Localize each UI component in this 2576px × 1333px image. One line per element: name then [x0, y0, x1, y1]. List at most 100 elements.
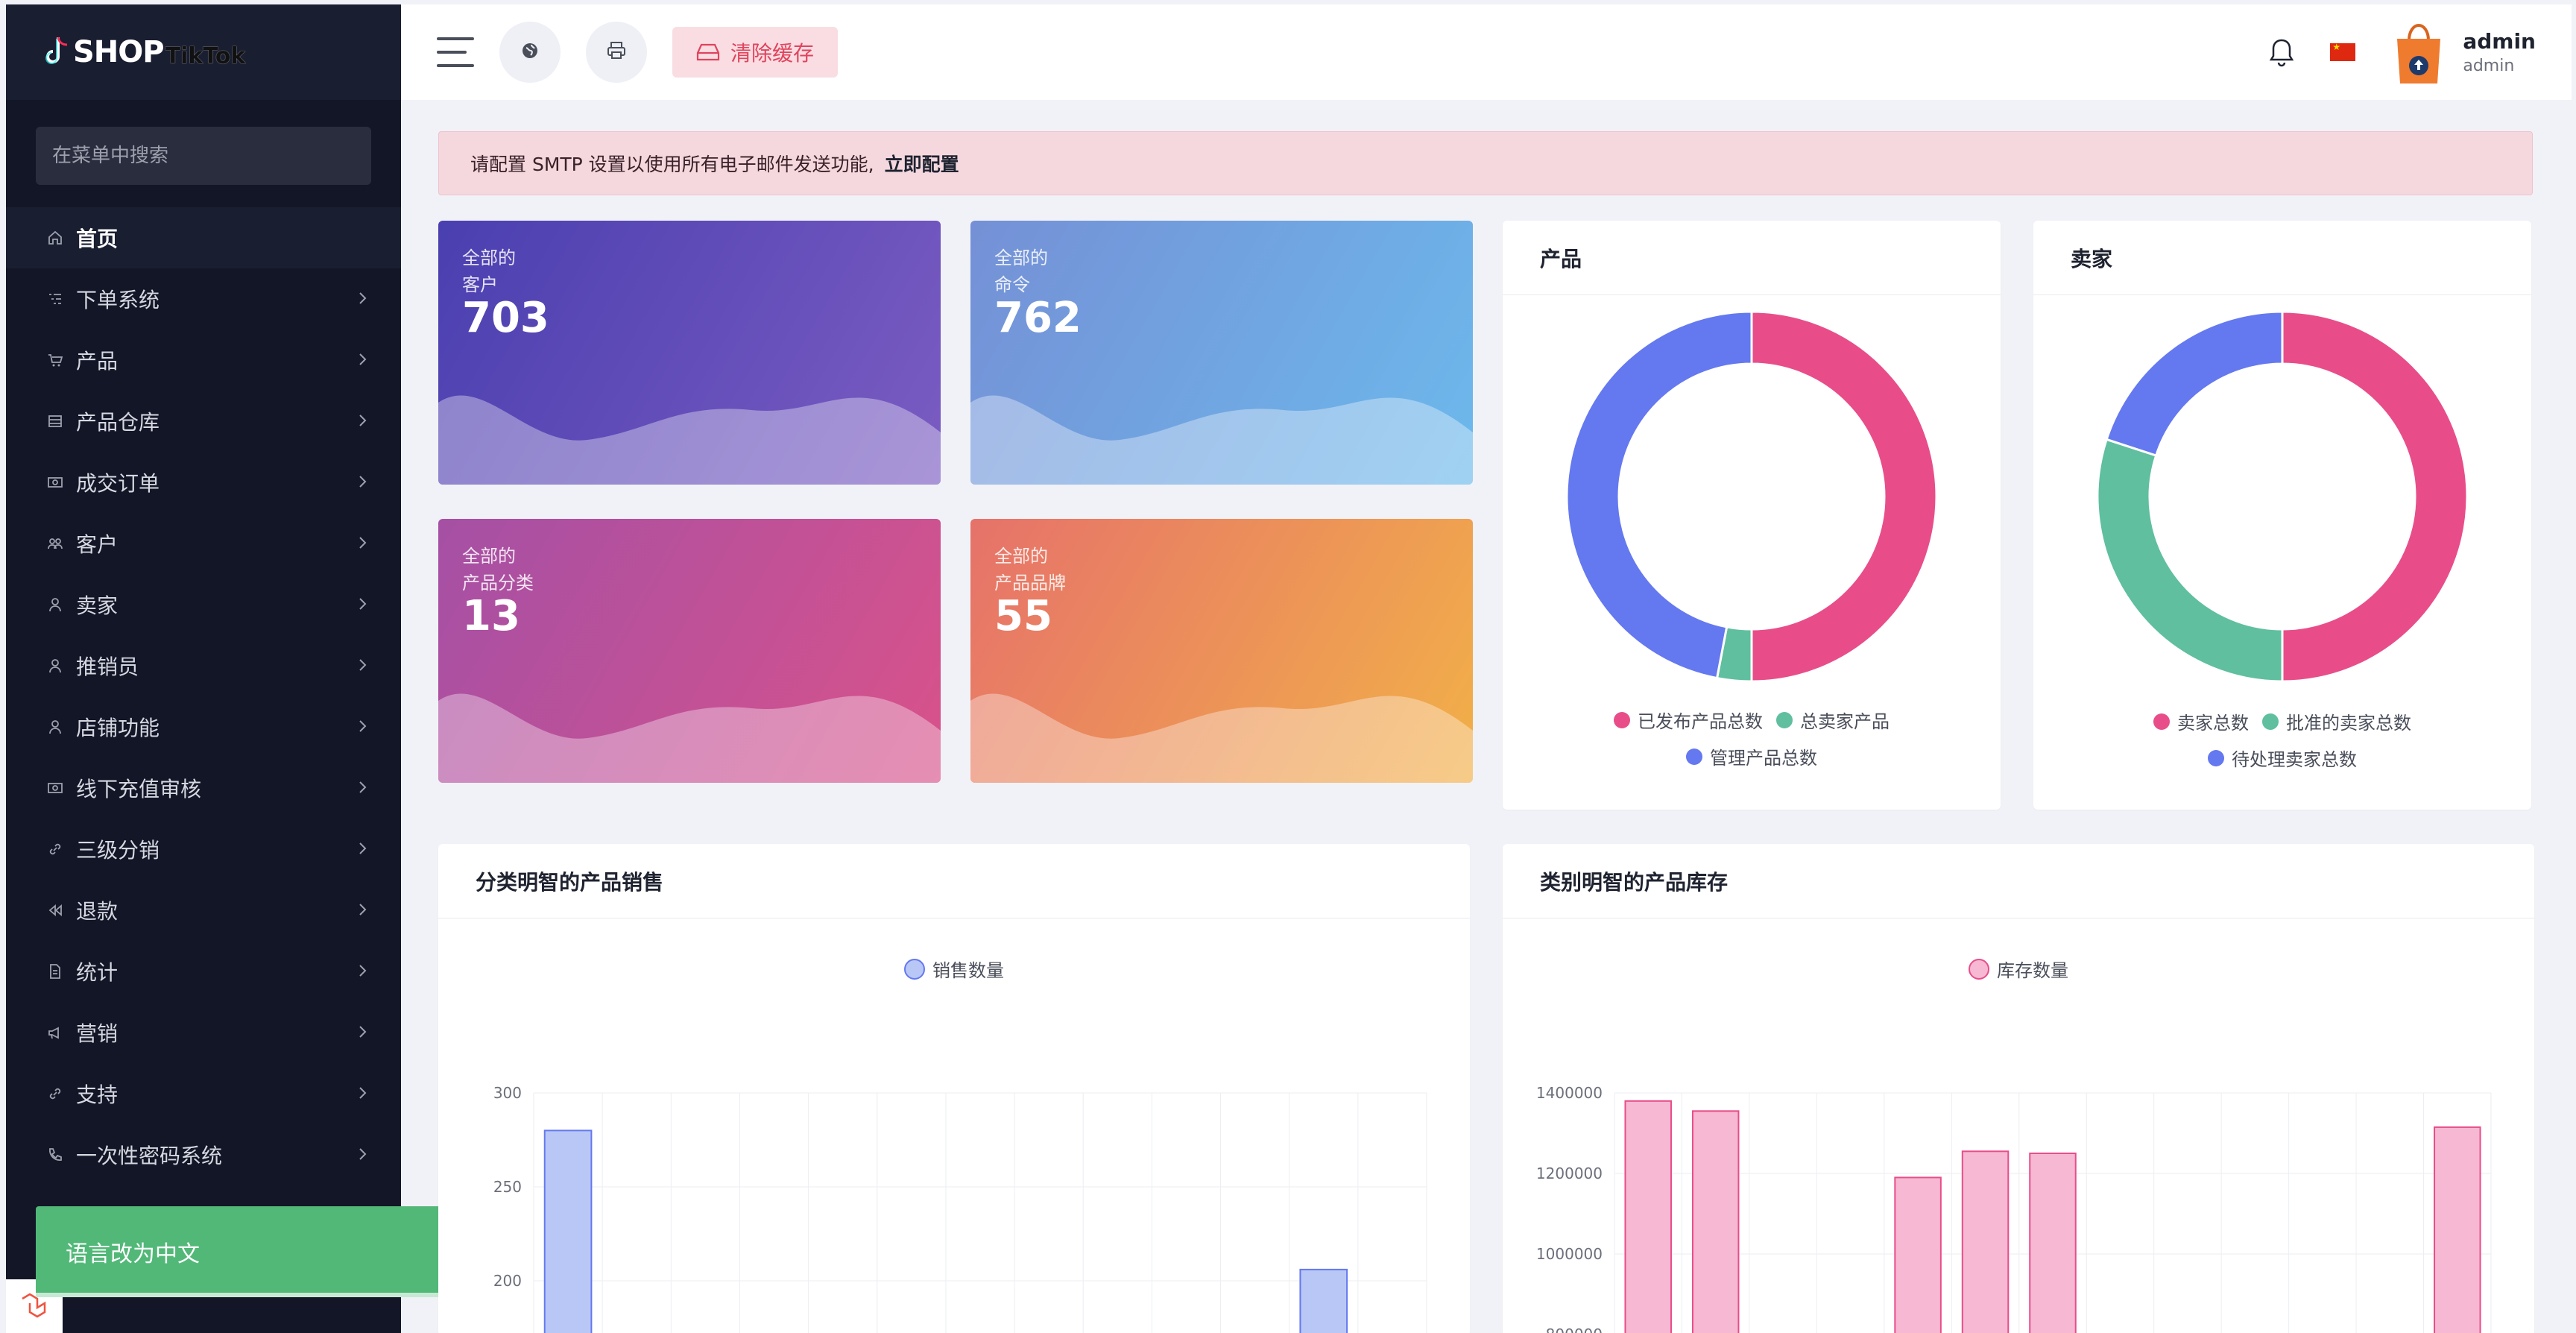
sidebar-menu: 首页下单系统产品 产品仓库 成交订单 客户 卖家推销员店铺功能 线下充值审核 三级分销退款统…	[6, 207, 401, 1185]
chevron-right-icon	[358, 1143, 368, 1167]
chevron-right-icon	[358, 776, 368, 801]
legend-item[interactable]: 已发布产品总数	[1614, 707, 1763, 733]
print-button[interactable]	[586, 22, 647, 83]
sidebar-item[interactable]: 三级分销	[6, 819, 401, 880]
y-tick-label: 1200000	[1536, 1165, 1603, 1182]
sidebar-item[interactable]: 产品	[6, 330, 401, 391]
sales-panel: 分类明智的产品销售 销售数量 300 250 200	[438, 844, 1470, 1333]
sidebar-item-label: 下单系统	[76, 288, 160, 312]
chevron-right-icon	[358, 287, 368, 312]
menu-search-input[interactable]	[52, 145, 371, 167]
wave-decoration	[970, 693, 1473, 783]
globe-button[interactable]	[499, 22, 561, 83]
clear-cache-button[interactable]: 清除缓存	[672, 27, 839, 78]
phone-icon	[45, 1144, 66, 1165]
warehouse-icon	[45, 411, 66, 432]
sidebar-item[interactable]: 客户	[6, 513, 401, 574]
stock-bar-chart: 1400000 1200000 1000000 800000	[1536, 1084, 2492, 1333]
clear-cache-label: 清除缓存	[730, 41, 815, 66]
stat-label-1: 全部的	[994, 248, 1048, 268]
sidebar-item[interactable]: 营销	[6, 1002, 401, 1063]
link-icon	[45, 839, 66, 860]
logo-subtext: TikTok	[165, 42, 246, 69]
sidebar-item[interactable]: 支持	[6, 1063, 401, 1124]
china-flag-icon[interactable]	[2330, 42, 2356, 61]
pie-slice[interactable]	[2281, 310, 2469, 683]
sidebar-item[interactable]: 统计	[6, 941, 401, 1002]
chevron-right-icon	[358, 715, 368, 740]
y-tick-label: 1000000	[1536, 1245, 1603, 1263]
chevron-right-icon	[358, 898, 368, 923]
stat-value: 762	[994, 294, 1082, 342]
panel-title: 类别明智的产品库存	[1503, 844, 2534, 918]
sidebar-item[interactable]: 推销员	[6, 635, 401, 696]
chevron-right-icon	[358, 409, 368, 434]
chevron-right-icon	[358, 837, 368, 862]
bar[interactable]	[1299, 1268, 1348, 1333]
legend-label: 批准的卖家总数	[2286, 713, 2411, 734]
products-legend: 已发布产品总数 总卖家产品管理产品总数	[1503, 707, 2001, 780]
sidebar-item[interactable]: 产品仓库	[6, 391, 401, 452]
bar[interactable]	[1624, 1100, 1672, 1333]
sidebar-item[interactable]: 一次性密码系统	[6, 1124, 401, 1185]
legend-label: 卖家总数	[2177, 713, 2249, 734]
user-role: admin	[2463, 57, 2515, 75]
stat-card-brands: 全部的 产品品牌 55	[970, 519, 1473, 783]
legend-item[interactable]: 管理产品总数	[1686, 743, 1817, 769]
legend-label: 库存数量	[1997, 960, 2068, 981]
stat-label-2: 命令	[994, 274, 1030, 295]
chevron-right-icon	[358, 959, 368, 984]
sidebar-item-label: 营销	[76, 1021, 119, 1046]
bar[interactable]	[2434, 1126, 2481, 1333]
smtp-alert: 请配置 SMTP 设置以使用所有电子邮件发送功能, 立即配置	[438, 131, 2533, 195]
products-donut-chart	[1565, 310, 1938, 683]
sidebar: SHOP TikTok 首页下单系统产品产品仓库成交订单客户卖家推销员店铺功能线…	[6, 4, 401, 1333]
megaphone-icon	[45, 1022, 66, 1043]
sidebar-item-label: 退款	[76, 899, 119, 924]
backward-icon	[45, 900, 66, 921]
stock-panel: 类别明智的产品库存 库存数量 1400000 1200000 1000000 8000…	[1503, 844, 2534, 1333]
bell-icon[interactable]	[2263, 34, 2300, 71]
legend-item[interactable]: 待处理卖家总数	[2208, 745, 2357, 771]
chevron-right-icon	[358, 593, 368, 617]
stat-card-categories: 全部的 产品分类 13	[438, 519, 941, 783]
bar[interactable]	[1894, 1176, 1942, 1333]
legend-item[interactable]: 总卖家产品	[1776, 707, 1890, 733]
logo[interactable]: SHOP TikTok	[6, 4, 401, 100]
bar[interactable]	[1961, 1150, 2010, 1333]
sidebar-item[interactable]: 下单系统	[6, 268, 401, 330]
sidebar-item[interactable]: 卖家	[6, 574, 401, 635]
pie-slice[interactable]	[1565, 310, 1753, 680]
legend-swatch	[1686, 748, 1702, 765]
menu-search[interactable]	[36, 127, 371, 185]
stock-legend[interactable]: 库存数量	[1503, 956, 2534, 982]
stat-value: 13	[462, 592, 520, 640]
pie-slice[interactable]	[2105, 310, 2284, 457]
legend-label: 总卖家产品	[1800, 711, 1890, 732]
sales-legend[interactable]: 销售数量	[438, 956, 1470, 982]
menu-toggle-icon[interactable]	[437, 37, 474, 67]
legend-item[interactable]: 卖家总数	[2153, 708, 2249, 734]
panel-title: 分类明智的产品销售	[438, 844, 1470, 918]
sidebar-item[interactable]: 成交订单	[6, 452, 401, 513]
bar[interactable]	[1691, 1110, 1740, 1333]
pie-slice[interactable]	[1750, 310, 1938, 683]
bar[interactable]	[543, 1129, 593, 1333]
toast-message: 语言改为中文	[66, 1241, 200, 1267]
sidebar-item[interactable]: 退款	[6, 880, 401, 941]
legend-item[interactable]: 批准的卖家总数	[2262, 708, 2411, 734]
printer-icon	[606, 40, 627, 64]
bar[interactable]	[2029, 1153, 2077, 1333]
sellers-panel: 卖家 卖家总数 批准的卖家总数 待处理卖家总数	[2033, 221, 2531, 810]
sidebar-item[interactable]: 线下充值审核	[6, 757, 401, 819]
stat-label-1: 全部的	[462, 248, 516, 268]
sidebar-item[interactable]: 首页	[6, 207, 401, 268]
sidebar-item-label: 推销员	[76, 655, 139, 679]
user-icon	[45, 655, 66, 676]
configure-now-link[interactable]: 立即配置	[884, 154, 959, 175]
sidebar-item[interactable]: 店铺功能	[6, 696, 401, 757]
user-menu[interactable]: admin admin	[2393, 18, 2536, 86]
sidebar-item-label: 支持	[76, 1083, 119, 1107]
list-icon	[45, 289, 66, 309]
pie-slice[interactable]	[2096, 438, 2284, 683]
